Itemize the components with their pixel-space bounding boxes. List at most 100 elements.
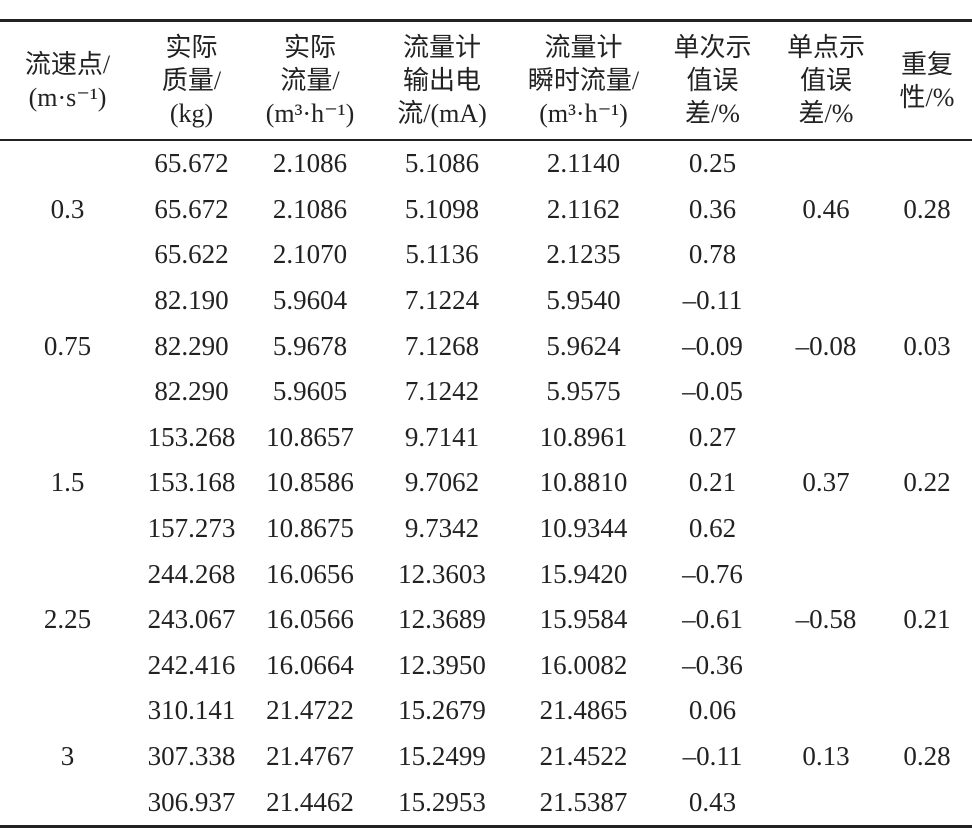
value-cell: 12.3603 [398, 558, 486, 589]
value-cell: 9.7141 [404, 421, 480, 452]
value-cell: 2.1140 [546, 148, 621, 179]
header-cell: 流速点/(m·s⁻¹) [0, 20, 135, 141]
value-cell: 10.8586 [266, 467, 354, 498]
speed-cell: 1.5 [50, 467, 85, 498]
table-row: 0.3 65.672 2.1086 5.1086 2.1140 0.25 0.46 0.28 [0, 140, 972, 224]
value-cell: 0.06 [688, 695, 737, 726]
table-row: 0.75 82.190 5.9604 7.1224 5.9540 –0.11 –0.08 0.… [0, 278, 972, 361]
value-cell: 21.4522 [539, 741, 628, 772]
value-cell: 0.36 [688, 193, 737, 224]
header-row: 流速点/(m·s⁻¹) 实际 质量/(kg) 实际 流量/(m³·h⁻¹) 流量计 输出电流… [0, 20, 972, 141]
value-cell: 2.1070 [272, 239, 348, 270]
value-cell: 65.672 [154, 193, 229, 224]
value-cell: 9.7062 [404, 467, 480, 498]
value-cell: 310.141 [147, 695, 236, 726]
value-cell: 244.268 [147, 558, 236, 589]
value-cell: 2.1086 [272, 193, 348, 224]
header-line: 输出电 [402, 66, 481, 95]
table-row: 3 310.141 21.4722 15.2679 21.4865 0.06 0.13 0.2… [0, 688, 972, 771]
point-error-cell: 0.37 [802, 467, 850, 498]
header-line: (m·s⁻¹) [28, 82, 107, 112]
value-cell: 2.1235 [546, 239, 621, 270]
value-cell: 9.7342 [404, 513, 480, 544]
value-cell: 0.78 [688, 239, 737, 270]
value-cell: 2.1162 [546, 193, 621, 224]
value-cell: 12.3689 [398, 604, 486, 635]
value-cell: 2.1086 [272, 148, 348, 179]
value-cell: 5.1086 [404, 148, 480, 179]
repeatability-cell: 0.28 [903, 193, 951, 224]
table-row: 306.937 21.4462 15.2953 21.5387 0.43 [0, 779, 972, 826]
table-row: 65.672 2.1086 5.1098 2.1162 0.36 [0, 187, 972, 233]
value-cell: 15.9420 [539, 558, 628, 589]
value-cell: 157.273 [147, 513, 236, 544]
value-cell: 15.2499 [398, 741, 486, 772]
point-error-cell: –0.58 [795, 604, 857, 635]
speed-cell: 2.25 [43, 604, 92, 635]
value-cell: 16.0082 [539, 649, 628, 680]
speed-cell: 3 [60, 741, 75, 772]
value-cell: 21.4767 [266, 741, 354, 772]
value-cell: 5.9678 [272, 330, 348, 361]
value-cell: –0.76 [682, 558, 743, 589]
value-cell: 21.4865 [539, 695, 628, 726]
value-cell: –0.09 [682, 330, 743, 361]
value-cell: 0.25 [688, 148, 737, 179]
value-cell: 16.0566 [266, 604, 354, 635]
value-cell: 82.290 [154, 330, 229, 361]
table-row: 1.5 153.268 10.8657 9.7141 10.8961 0.27 0.37 0.… [0, 415, 972, 498]
value-cell: 153.268 [147, 421, 236, 452]
table-row: 82.290 5.9605 7.1242 5.9575 –0.05 [0, 369, 972, 415]
table-body: 0.3 65.672 2.1086 5.1086 2.1140 0.25 0.46 0.28 6… [0, 140, 972, 826]
value-cell: 82.290 [154, 376, 229, 407]
value-cell: 0.62 [688, 513, 737, 544]
header-line: 实际 [165, 33, 218, 62]
point-error-cell: 0.13 [802, 741, 850, 772]
value-cell: 16.0664 [266, 649, 354, 680]
value-cell: 12.3950 [398, 649, 486, 680]
data-table: 流速点/(m·s⁻¹) 实际 质量/(kg) 实际 流量/(m³·h⁻¹) 流量计 输出电流… [0, 19, 972, 828]
table-row: 2.25 244.268 16.0656 12.3603 15.9420 –0.76 –0.… [0, 551, 972, 635]
speed-cell: 0.75 [43, 330, 92, 361]
value-cell: –0.11 [682, 741, 743, 772]
header-cell: 实际 质量/ (kg) [135, 20, 248, 141]
value-cell: 21.4462 [266, 786, 354, 817]
value-cell: 65.672 [154, 148, 229, 179]
value-cell: 21.5387 [539, 786, 628, 817]
header-line: 瞬时流量/ [527, 66, 640, 95]
value-cell: 21.4722 [266, 695, 354, 726]
value-cell: 82.190 [154, 285, 229, 316]
header-line: 差/% [685, 99, 740, 128]
value-cell: 5.9604 [272, 285, 348, 316]
header-cell: 流量计瞬时流量/ (m³·h⁻¹) [512, 20, 655, 141]
value-cell: –0.05 [682, 376, 743, 407]
header-line: 流量计 [544, 33, 623, 62]
value-cell: 10.8675 [266, 513, 354, 544]
header-cell: 单点示 值误 差/% [770, 20, 882, 141]
point-error-cell: –0.08 [795, 330, 857, 361]
table-row: 242.416 16.0664 12.3950 16.0082 –0.36 [0, 643, 972, 689]
header-line: 流/(mA) [397, 99, 487, 128]
value-cell: 306.937 [147, 786, 236, 817]
table-row: 65.622 2.1070 5.1136 2.1235 0.78 [0, 232, 972, 278]
repeatability-cell: 0.28 [903, 741, 951, 772]
table-row: 243.067 16.0566 12.3689 15.9584 –0.61 [0, 597, 972, 643]
value-cell: –0.61 [682, 604, 743, 635]
value-cell: 243.067 [147, 604, 236, 635]
value-cell: 153.168 [147, 467, 236, 498]
value-cell: 5.1098 [404, 193, 480, 224]
value-cell: 16.0656 [266, 558, 354, 589]
table-row: 307.338 21.4767 15.2499 21.4522 –0.11 [0, 734, 972, 780]
header-line: 流速点/ [24, 49, 111, 79]
value-cell: 0.27 [688, 421, 737, 452]
header-cell: 流量计输出电流/(mA) [372, 20, 512, 141]
header-line: (m³·h⁻¹) [265, 99, 355, 128]
header-line: 差/% [798, 99, 854, 128]
value-cell: 5.9605 [272, 376, 348, 407]
repeatability-cell: 0.21 [903, 604, 951, 635]
header-line: (m³·h⁻¹) [539, 99, 628, 128]
header-line: 值误 [799, 66, 852, 95]
header-line: 流量计 [402, 33, 481, 62]
header-cell: 重复 性/% [882, 20, 972, 141]
